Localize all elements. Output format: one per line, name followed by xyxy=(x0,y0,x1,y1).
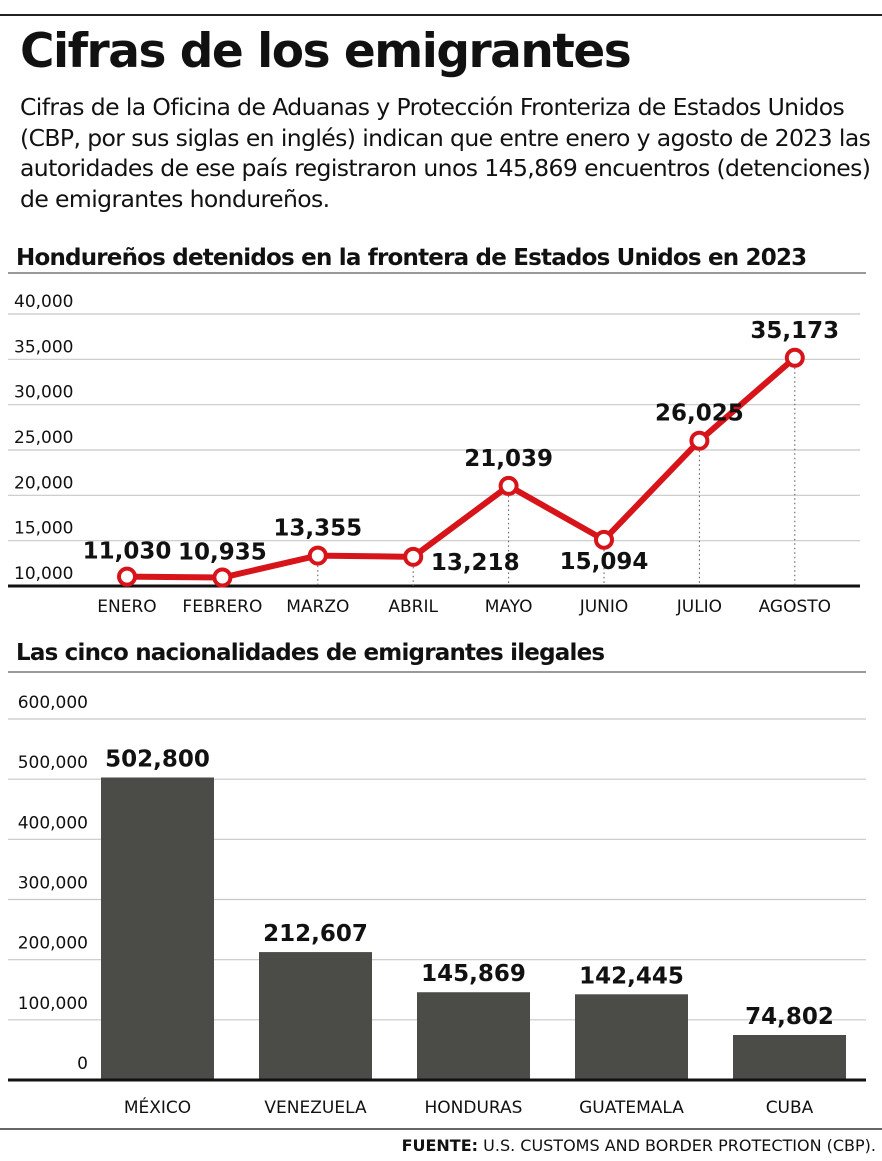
x-tick-label: CUBA xyxy=(766,1098,814,1118)
x-tick-label: MÉXICO xyxy=(124,1096,191,1118)
data-point xyxy=(498,475,519,496)
data-point xyxy=(212,567,233,588)
y-tick-label: 25,000 xyxy=(14,428,73,448)
x-tick-label: VENEZUELA xyxy=(264,1098,367,1118)
data-label: 502,800 xyxy=(105,746,210,772)
data-label: 142,445 xyxy=(579,963,684,989)
x-tick-label: JULIO xyxy=(676,597,722,617)
data-point xyxy=(307,545,328,566)
source-note: FUENTE: U.S. CUSTOMS AND BORDER PROTECTI… xyxy=(402,1136,876,1155)
x-tick-label: FEBRERO xyxy=(182,597,262,617)
source-text: U.S. CUSTOMS AND BORDER PROTECTION (CBP)… xyxy=(483,1136,876,1155)
data-point xyxy=(784,347,805,368)
y-tick-label: 10,000 xyxy=(14,564,73,584)
source-label: FUENTE: xyxy=(401,1136,479,1155)
y-tick-label: 30,000 xyxy=(14,383,73,403)
bar xyxy=(259,952,372,1080)
page-title: Cifras de los emigrantes xyxy=(20,24,632,79)
x-tick-label: HONDURAS xyxy=(425,1098,523,1118)
y-tick-label: 500,000 xyxy=(18,753,88,773)
y-tick-label: 20,000 xyxy=(14,473,73,493)
x-tick-label: JUNIO xyxy=(579,597,629,617)
intro-text: Cifras de la Oficina de Aduanas y Protec… xyxy=(20,93,871,213)
y-tick-label: 15,000 xyxy=(14,519,73,539)
data-point xyxy=(689,430,710,451)
x-tick-label: AGOSTO xyxy=(759,597,831,617)
y-tick-label: 400,000 xyxy=(18,813,88,833)
y-tick-label: 300,000 xyxy=(18,874,88,894)
y-tick-label: 600,000 xyxy=(18,693,88,713)
bar xyxy=(575,994,688,1080)
x-tick-label: MAYO xyxy=(485,597,533,617)
y-tick-label: 0 xyxy=(77,1054,88,1074)
y-tick-label: 35,000 xyxy=(14,337,73,357)
x-tick-label: ABRIL xyxy=(388,597,438,617)
line-chart-title: Hondureños detenidos en la frontera de E… xyxy=(16,245,806,271)
data-label: 10,935 xyxy=(178,540,267,566)
y-tick-label: 100,000 xyxy=(18,994,88,1014)
x-tick-label: MARZO xyxy=(286,597,349,617)
data-label: 35,173 xyxy=(750,318,839,344)
bar xyxy=(733,1034,846,1080)
data-label: 21,039 xyxy=(464,446,553,472)
data-label: 145,869 xyxy=(421,961,526,987)
bar xyxy=(417,992,530,1080)
bar-chart-title: Las cinco nacionalidades de emigrantes i… xyxy=(16,640,604,666)
series-line xyxy=(126,355,797,581)
data-label: 15,094 xyxy=(560,549,649,575)
data-label: 11,030 xyxy=(83,539,172,565)
data-point xyxy=(117,566,137,587)
data-label: 13,355 xyxy=(273,516,362,542)
y-tick-label: 40,000 xyxy=(14,292,73,312)
y-tick-label: 200,000 xyxy=(18,934,88,954)
data-point xyxy=(594,529,614,550)
line-chart: 10,000 15,000 20,000 25,000 30,000 35,000 40,0… xyxy=(8,292,860,617)
x-tick-label: ENERO xyxy=(97,597,156,617)
top-rule xyxy=(0,14,882,16)
data-point xyxy=(403,546,424,567)
data-label: 13,218 xyxy=(431,550,520,576)
data-label: 74,802 xyxy=(745,1004,834,1030)
x-tick-label: GUATEMALA xyxy=(579,1098,684,1118)
data-label: 26,025 xyxy=(655,401,744,427)
data-label: 212,607 xyxy=(263,921,368,947)
bar-chart: 0 100,000 200,000 300,000 400,000 500,000 600,… xyxy=(8,693,866,1118)
bar xyxy=(101,777,214,1080)
